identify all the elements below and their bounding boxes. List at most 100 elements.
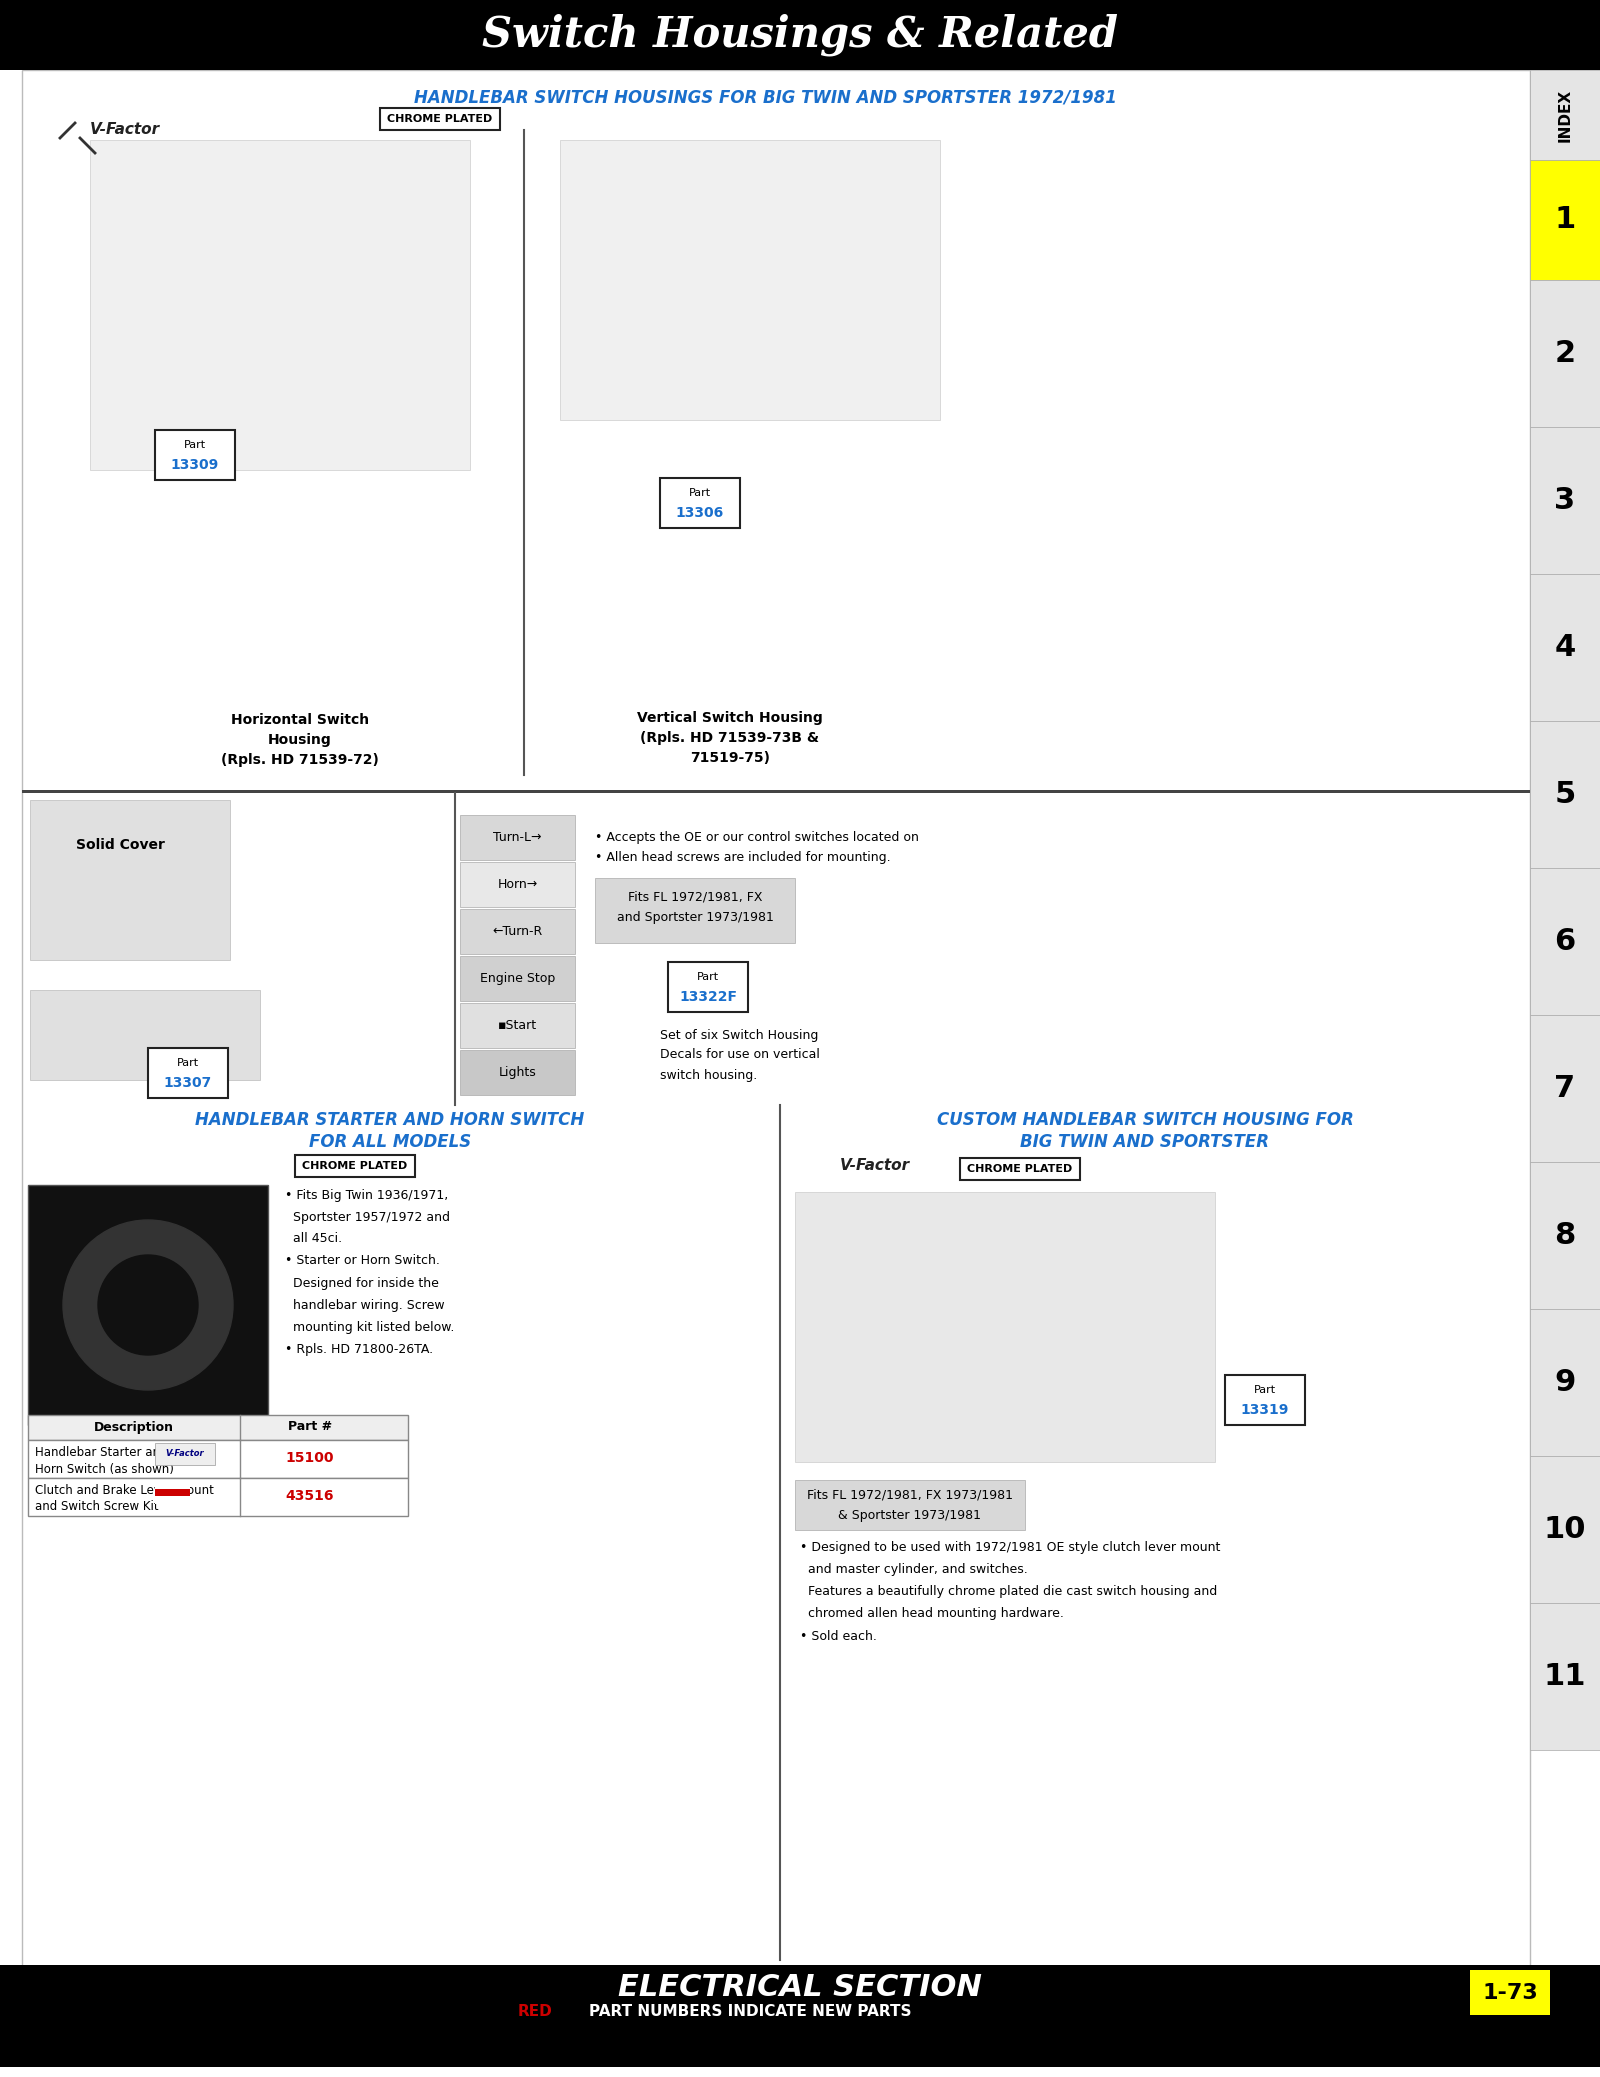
Text: V-Factor: V-Factor: [840, 1157, 910, 1174]
Bar: [461, 910, 574, 953]
Text: Fits FL 1972/1981, FX: Fits FL 1972/1981, FX: [627, 891, 762, 903]
Text: HANDLEBAR STARTER AND HORN SWITCH: HANDLEBAR STARTER AND HORN SWITCH: [195, 1111, 584, 1130]
Text: 11: 11: [1544, 1662, 1586, 1691]
Text: ←Turn-R: ←Turn-R: [493, 924, 542, 939]
Text: Sportster 1957/1972 and: Sportster 1957/1972 and: [285, 1211, 450, 1223]
Text: Part: Part: [690, 488, 710, 498]
Text: Horn→: Horn→: [498, 879, 538, 891]
Bar: [669, 962, 749, 1011]
Text: INDEX: INDEX: [1557, 89, 1573, 141]
Bar: [1530, 573, 1600, 721]
Text: V-Factor: V-Factor: [90, 123, 160, 137]
Text: • Sold each.: • Sold each.: [800, 1630, 877, 1643]
Bar: [1530, 71, 1600, 160]
Text: Decals for use on vertical: Decals for use on vertical: [661, 1049, 819, 1061]
Text: Switch Housings & Related: Switch Housings & Related: [482, 15, 1118, 56]
Bar: [147, 1049, 229, 1099]
Text: Part: Part: [184, 440, 206, 451]
Text: 13307: 13307: [163, 1076, 213, 1090]
Bar: [461, 1051, 574, 1095]
Text: 15100: 15100: [286, 1452, 334, 1464]
Bar: [90, 139, 470, 469]
Bar: [560, 139, 941, 420]
Text: Solid Cover: Solid Cover: [77, 837, 165, 852]
Bar: [1530, 1016, 1600, 1161]
Text: HANDLEBAR SWITCH HOUSINGS FOR BIG TWIN AND SPORTSTER 1972/1981: HANDLEBAR SWITCH HOUSINGS FOR BIG TWIN A…: [413, 89, 1117, 108]
Text: 10: 10: [1544, 1514, 1586, 1543]
Text: 4: 4: [1554, 633, 1576, 663]
Text: PART NUMBERS INDICATE NEW PARTS: PART NUMBERS INDICATE NEW PARTS: [589, 2004, 912, 2019]
Text: 2: 2: [1555, 339, 1576, 368]
Text: Part: Part: [1254, 1385, 1277, 1396]
Text: Handlebar Starter and: Handlebar Starter and: [35, 1446, 168, 1458]
Text: & Sportster 1973/1981: & Sportster 1973/1981: [838, 1508, 981, 1522]
Bar: [0, 1965, 1600, 2067]
Text: 1: 1: [1554, 206, 1576, 235]
Text: switch housing.: switch housing.: [661, 1068, 757, 1082]
Text: (Rpls. HD 71539-73B &: (Rpls. HD 71539-73B &: [640, 731, 819, 746]
Bar: [155, 1483, 190, 1489]
Bar: [381, 108, 499, 131]
Bar: [1530, 1456, 1600, 1603]
Text: • Rpls. HD 71800-26TA.: • Rpls. HD 71800-26TA.: [285, 1342, 434, 1356]
Text: and master cylinder, and switches.: and master cylinder, and switches.: [800, 1564, 1027, 1576]
Text: 1-73: 1-73: [1482, 1984, 1538, 2002]
Circle shape: [98, 1255, 198, 1354]
Bar: [1530, 721, 1600, 868]
Text: Clutch and Brake Lever Mount: Clutch and Brake Lever Mount: [35, 1483, 214, 1498]
Text: Horn Switch (as shown): Horn Switch (as shown): [35, 1462, 174, 1475]
Bar: [155, 1495, 190, 1504]
Text: • Allen head screws are included for mounting.: • Allen head screws are included for mou…: [595, 849, 891, 864]
Text: and Sportster 1973/1981: and Sportster 1973/1981: [616, 910, 773, 924]
Text: CHROME PLATED: CHROME PLATED: [387, 114, 493, 125]
Text: Housing: Housing: [269, 733, 331, 748]
Text: 9: 9: [1554, 1369, 1576, 1398]
Text: and Switch Screw Kit: and Switch Screw Kit: [35, 1500, 158, 1514]
Bar: [155, 1444, 214, 1464]
Text: mounting kit listed below.: mounting kit listed below.: [285, 1321, 454, 1333]
Text: 71519-75): 71519-75): [690, 752, 770, 764]
Text: Part: Part: [178, 1057, 198, 1068]
Bar: [795, 1192, 1214, 1462]
Bar: [155, 1489, 190, 1495]
Bar: [1530, 1309, 1600, 1456]
Bar: [1530, 428, 1600, 573]
Bar: [155, 1483, 190, 1504]
Text: Engine Stop: Engine Stop: [480, 972, 555, 984]
Text: 7: 7: [1555, 1074, 1576, 1103]
Bar: [1530, 280, 1600, 428]
Text: all 45ci.: all 45ci.: [285, 1232, 342, 1246]
Text: • Designed to be used with 1972/1981 OE style clutch lever mount: • Designed to be used with 1972/1981 OE …: [800, 1541, 1221, 1554]
Bar: [661, 478, 739, 528]
Bar: [461, 1003, 574, 1049]
Text: BIG TWIN AND SPORTSTER: BIG TWIN AND SPORTSTER: [1021, 1132, 1269, 1151]
Bar: [155, 430, 235, 480]
Bar: [461, 814, 574, 860]
Bar: [1530, 160, 1600, 280]
Text: Lights: Lights: [499, 1066, 536, 1078]
Text: 5: 5: [1554, 781, 1576, 810]
Text: 6: 6: [1554, 926, 1576, 955]
Bar: [29, 1186, 269, 1425]
Text: Description: Description: [94, 1421, 174, 1433]
Bar: [1530, 1603, 1600, 1751]
Text: (Rpls. HD 71539-72): (Rpls. HD 71539-72): [221, 754, 379, 766]
Bar: [29, 1439, 408, 1479]
Bar: [1470, 1969, 1550, 2015]
Text: Fits FL 1972/1981, FX 1973/1981: Fits FL 1972/1981, FX 1973/1981: [806, 1489, 1013, 1502]
Text: Turn-L→: Turn-L→: [493, 831, 542, 843]
Text: Horizontal Switch: Horizontal Switch: [230, 712, 370, 727]
Text: CHROME PLATED: CHROME PLATED: [968, 1163, 1072, 1174]
Text: 8: 8: [1554, 1221, 1576, 1250]
Text: • Accepts the OE or our control switches located on: • Accepts the OE or our control switches…: [595, 831, 918, 843]
Bar: [960, 1159, 1080, 1180]
Text: 13319: 13319: [1242, 1402, 1290, 1417]
Text: CUSTOM HANDLEBAR SWITCH HOUSING FOR: CUSTOM HANDLEBAR SWITCH HOUSING FOR: [936, 1111, 1354, 1130]
Text: 13322F: 13322F: [678, 991, 738, 1003]
Text: chromed allen head mounting hardware.: chromed allen head mounting hardware.: [800, 1608, 1064, 1620]
Text: Features a beautifully chrome plated die cast switch housing and: Features a beautifully chrome plated die…: [800, 1585, 1218, 1599]
Text: 3: 3: [1555, 486, 1576, 515]
Text: Vertical Switch Housing: Vertical Switch Housing: [637, 710, 822, 725]
Bar: [22, 789, 1530, 793]
Bar: [29, 1479, 408, 1516]
